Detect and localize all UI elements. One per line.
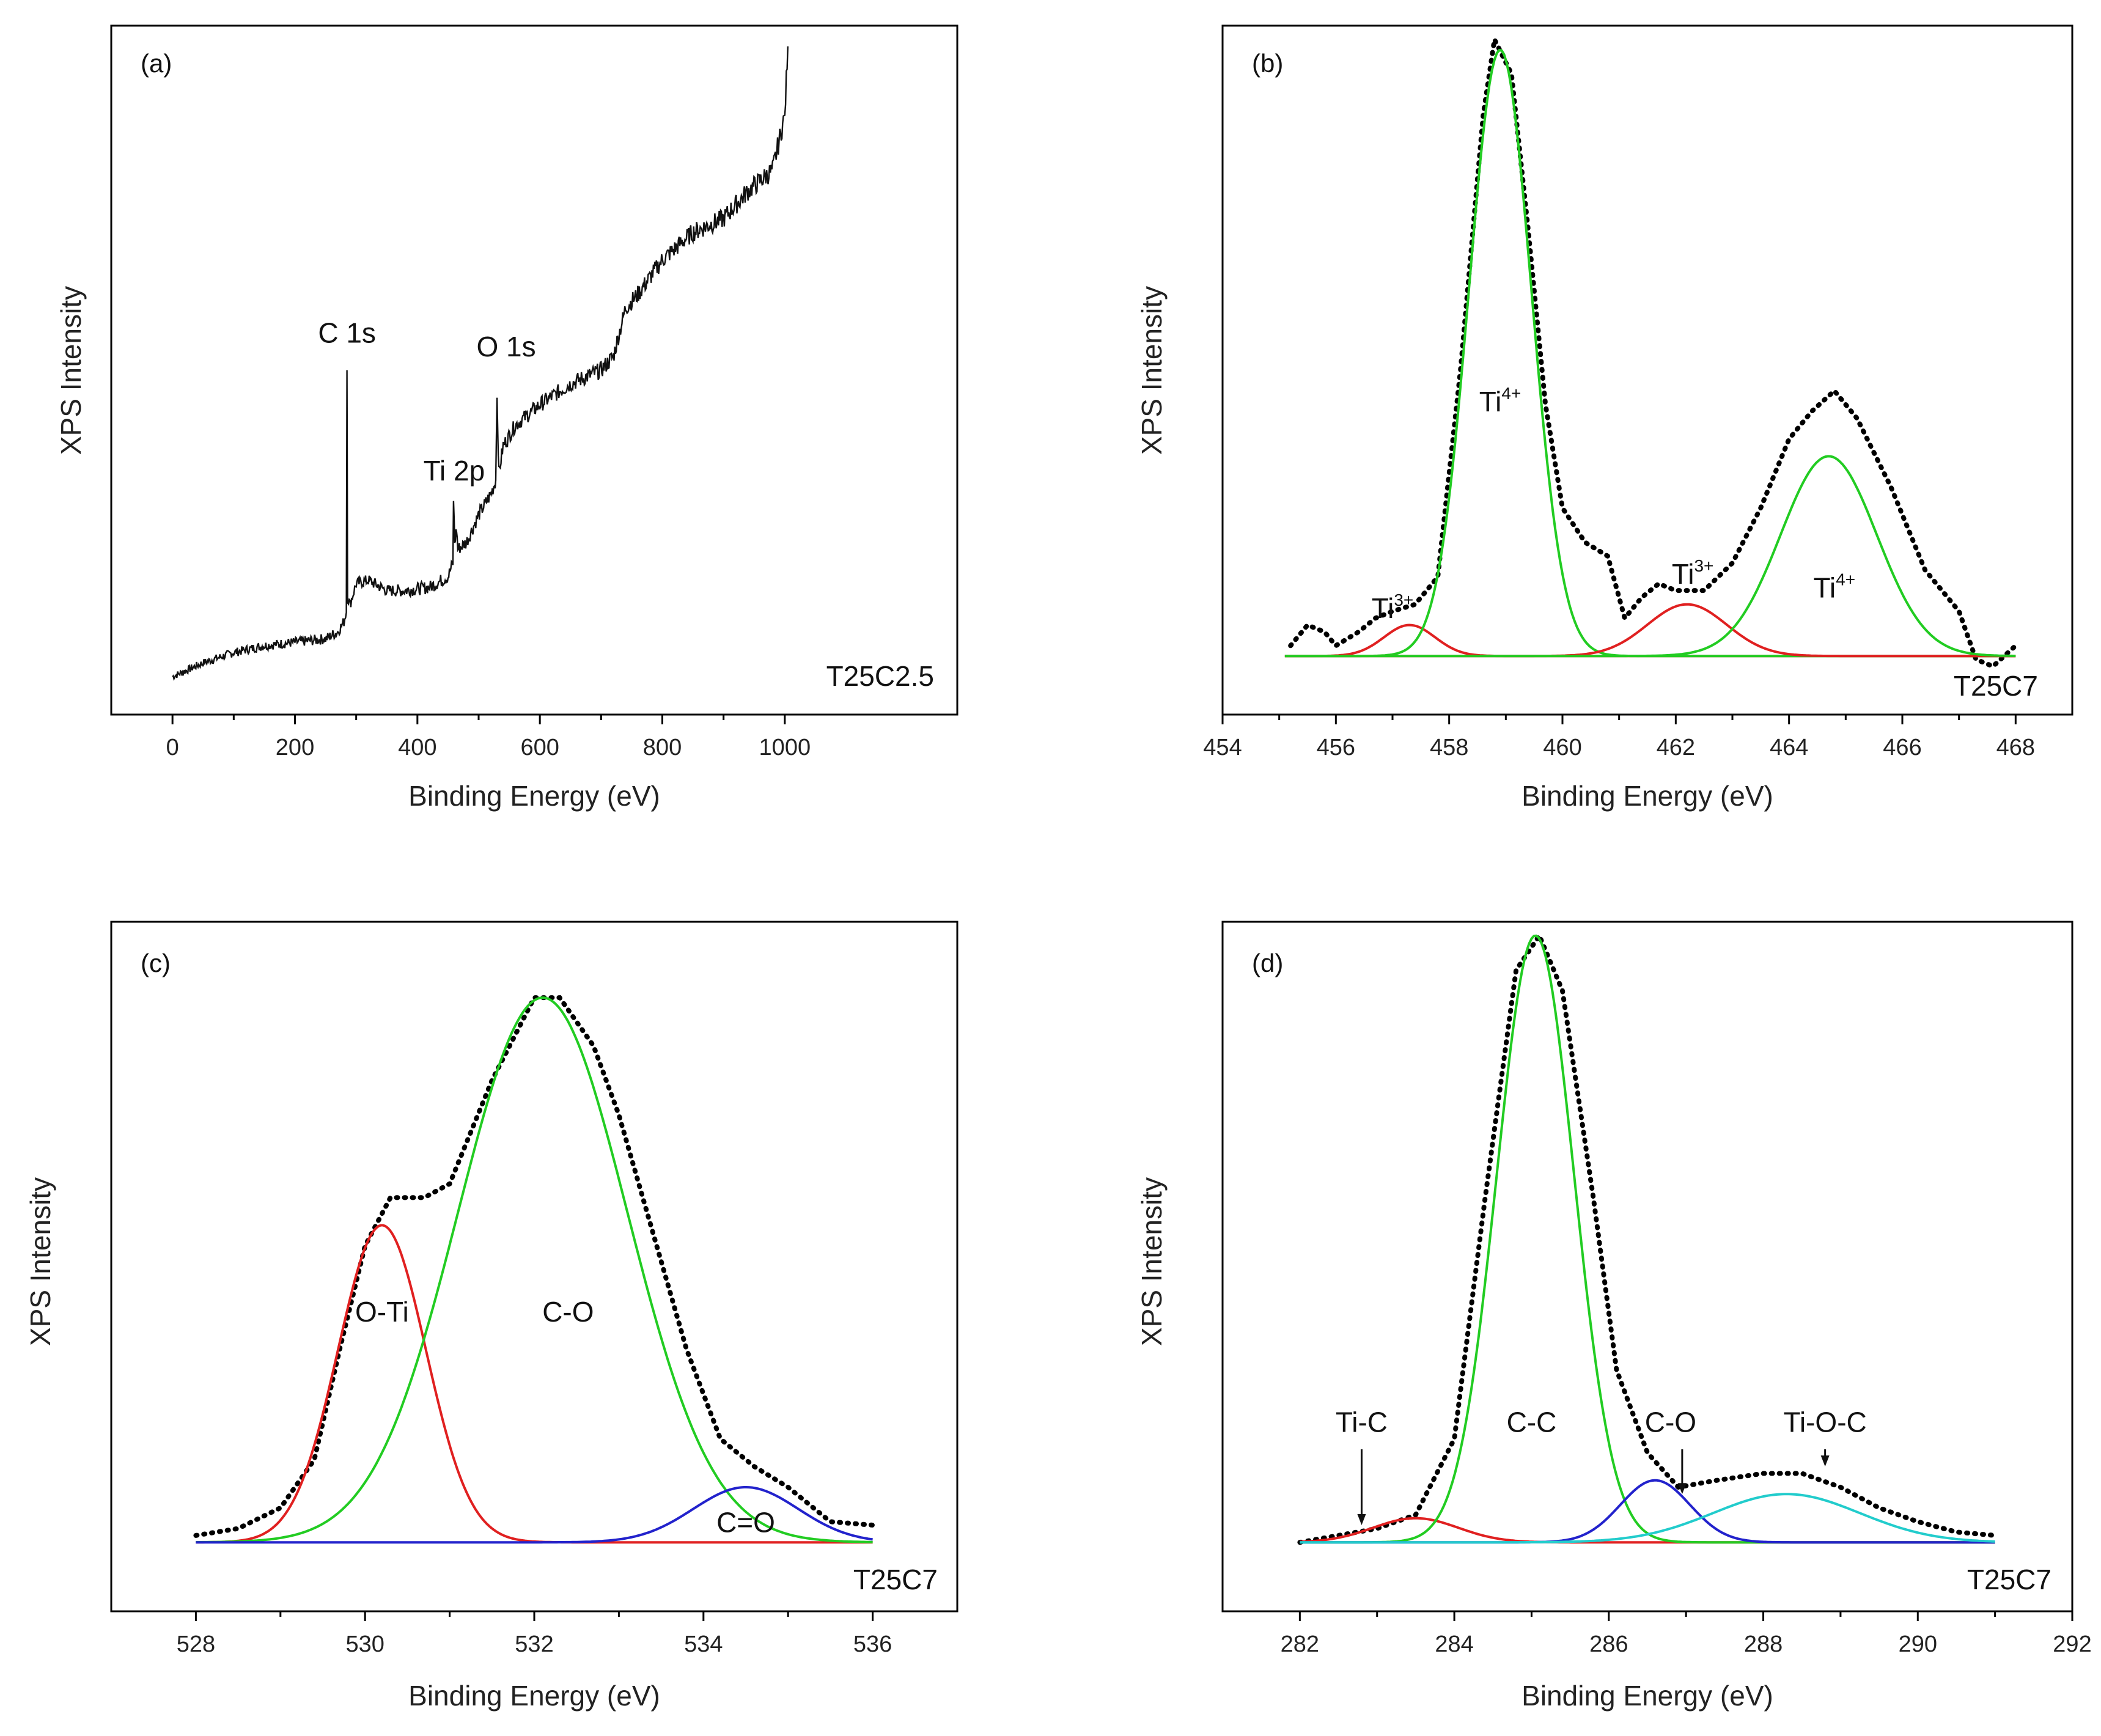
panel-b-x-tick-label: 460 <box>1543 735 1581 760</box>
panel-b-x-tick-label: 468 <box>1996 735 2035 760</box>
panel-a-x-tick-label: 800 <box>643 735 682 760</box>
panel-d-arrow-head <box>1820 1455 1830 1467</box>
panel-b-frame <box>1221 24 2073 716</box>
panel-b-annotation-base: Ti <box>1479 386 1502 417</box>
panel-c-label: (c) <box>141 949 171 977</box>
panel-b-x-tick-label: 458 <box>1430 735 1468 760</box>
panel-b-annotation: Ti3+ <box>1372 590 1414 624</box>
panel-d-arrow-head <box>1677 1483 1687 1495</box>
panel-d-frame <box>1221 921 2073 1613</box>
panel-d-x-tick-label: 286 <box>1589 1631 1628 1657</box>
panel-c-annotation: O-Ti <box>355 1296 409 1328</box>
panel-a-sample-label: T25C2.5 <box>826 660 934 692</box>
panel-a-annotation: C 1s <box>318 317 376 348</box>
panel-b-series-ti4-458-9- <box>1284 48 2016 658</box>
panel-d-x-tick-label: 292 <box>2053 1631 2091 1657</box>
panel-a-x-tick-label: 400 <box>398 735 436 760</box>
panel-a-x-axis-label: Binding Energy (eV) <box>408 780 660 812</box>
panel-b-annotation-base: Ti <box>1372 592 1394 624</box>
panel-c-annotation: C=O <box>716 1506 775 1538</box>
panel-b-label: (b) <box>1252 49 1283 78</box>
panel-a-x-tick-label: 1000 <box>759 735 811 760</box>
panel-d-arrow-head <box>1357 1514 1366 1525</box>
panel-a-frame <box>110 24 959 716</box>
panel-d-x-tick-label: 288 <box>1744 1631 1783 1657</box>
panel-d-y-axis-label: XPS Intensity <box>1136 1177 1168 1346</box>
panel-a-annotation: Ti 2p <box>424 455 485 487</box>
panel-b-y-axis-label: XPS Intensity <box>1136 286 1168 455</box>
panel-b-series-ti4-464-7- <box>1284 455 2016 658</box>
panel-b-annotation-superscript: 4+ <box>1836 570 1855 589</box>
panel-a-annotation: O 1s <box>476 331 535 362</box>
panel-d-label: (d) <box>1252 949 1283 977</box>
panel-d-x-tick-label: 282 <box>1281 1631 1319 1657</box>
panel-b: 454 456 458 460 462 464 466 468Ti4+Ti3+Ti3+Ti4+… <box>1136 24 2073 812</box>
panel-b-annotation-superscript: 3+ <box>1694 556 1713 575</box>
panel-b-x-tick-label: 466 <box>1883 735 1921 760</box>
panel-d-annotation: C-O <box>1645 1407 1696 1438</box>
panel-a-marks: 0 200 400 600 800 1000 C 1s Ti 2p O 1s <box>166 46 811 760</box>
panel-d: 282 284 286 288 290 292 Ti-C C-C C-O Ti-O-C (d) T… <box>1136 921 2092 1712</box>
panel-b-x-tick-label: 464 <box>1770 735 1808 760</box>
panel-b-x-tick-label: 462 <box>1657 735 1695 760</box>
panel-b-x-tick-label: 456 <box>1317 735 1355 760</box>
panel-c-y-axis-label: XPS Intensity <box>24 1177 56 1346</box>
panel-c: 528 530 532 534 536 O-Ti C-O C=O (c) T25C7 Bind… <box>24 921 959 1712</box>
panel-a: 0 200 400 600 800 1000 C 1s Ti 2p O 1s (a) T25C2… <box>55 24 959 812</box>
panel-b-x-tick-label: 454 <box>1203 735 1242 760</box>
panel-b-annotation: Ti3+ <box>1672 556 1714 590</box>
panel-b-annotation: Ti4+ <box>1814 570 1856 603</box>
panel-c-series-o-ti <box>196 1224 873 1544</box>
panel-d-series-ti-c <box>1300 1517 1995 1544</box>
panel-a-x-tick-label: 200 <box>276 735 314 760</box>
panel-b-x-axis-label: Binding Energy (eV) <box>1521 780 1773 812</box>
panel-c-annotation: C-O <box>542 1296 594 1328</box>
panel-c-x-axis-label: Binding Energy (eV) <box>408 1680 660 1712</box>
panel-d-x-tick-label: 290 <box>1899 1631 1937 1657</box>
panel-a-x-tick-label: 600 <box>520 735 559 760</box>
panel-d-sample-label: T25C7 <box>1967 1564 2051 1595</box>
panel-c-series-measured <box>193 995 875 1538</box>
panel-c-x-tick-label: 530 <box>345 1631 384 1657</box>
panel-c-x-tick-label: 536 <box>853 1631 892 1657</box>
panel-d-series-measured <box>1297 930 1998 1545</box>
panel-c-x-tick-label: 532 <box>515 1631 553 1657</box>
panel-d-annotation: Ti-C <box>1336 1407 1388 1438</box>
panel-d-marks: 282 284 286 288 290 292 Ti-C C-C C-O Ti-O-C <box>1281 930 2092 1657</box>
panel-d-series-ti-o-c <box>1300 1493 1995 1544</box>
panel-b-annotation-base: Ti <box>1672 558 1694 590</box>
panel-c-x-tick-label: 528 <box>177 1631 215 1657</box>
panel-c-marks: 528 530 532 534 536 O-Ti C-O C=O <box>177 995 892 1657</box>
panel-c-frame <box>110 921 959 1613</box>
panel-d-annotation: C-C <box>1507 1407 1557 1438</box>
panel-b-sample-label: T25C7 <box>1954 670 2038 702</box>
panel-b-annotation-superscript: 4+ <box>1501 384 1521 403</box>
panel-b-series-ti3-457-3- <box>1284 623 2016 658</box>
panel-c-series-c-o <box>196 1486 873 1544</box>
panel-a-label: (a) <box>141 49 172 78</box>
panel-d-x-tick-label: 284 <box>1435 1631 1473 1657</box>
panel-a-series-survey <box>172 46 789 681</box>
panel-b-annotation-superscript: 3+ <box>1394 590 1413 609</box>
panel-a-y-axis-label: XPS Intensity <box>55 286 87 455</box>
panel-b-annotation-base: Ti <box>1814 572 1836 603</box>
panel-d-annotation: Ti-O-C <box>1784 1407 1867 1438</box>
panel-b-series-measured <box>1288 31 2018 669</box>
panel-c-x-tick-label: 534 <box>684 1631 723 1657</box>
panel-d-x-axis-label: Binding Energy (eV) <box>1521 1680 1773 1712</box>
panel-b-annotation: Ti4+ <box>1479 384 1521 417</box>
panel-c-series-c-o <box>196 996 873 1543</box>
panel-c-sample-label: T25C7 <box>853 1564 938 1595</box>
panel-a-x-tick-label: 0 <box>166 735 179 760</box>
